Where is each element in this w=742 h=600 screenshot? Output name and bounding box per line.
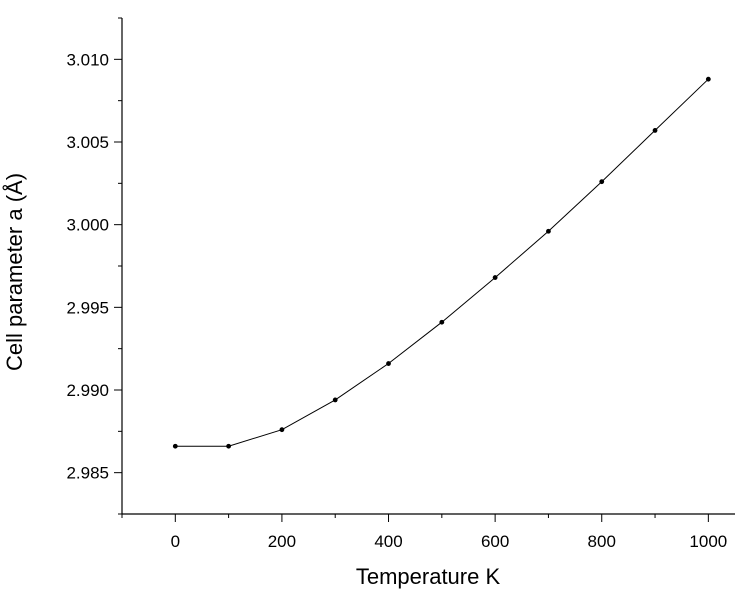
x-tick-label: 400 <box>374 532 402 551</box>
y-tick-label: 2.985 <box>66 464 109 483</box>
data-point <box>279 427 285 433</box>
data-point <box>492 275 498 280</box>
axes: 0 200 400 600 800 1000 2.985 2.990 2.995 3.000 3.0… <box>66 17 735 551</box>
data-point <box>386 361 391 366</box>
data-point <box>599 179 605 185</box>
y-axis-title: Cell parameter a (Å) <box>2 173 27 371</box>
data-point <box>439 319 445 325</box>
data-point <box>226 443 232 449</box>
y-tick-label: 2.990 <box>66 381 109 400</box>
x-tick-label: 1000 <box>689 532 727 551</box>
data-point <box>332 397 338 403</box>
y-tick-label: 2.995 <box>66 298 109 317</box>
data-point <box>705 76 711 82</box>
series-line <box>175 78 709 447</box>
x-axis-title: Temperature K <box>356 564 501 589</box>
x-tick-label: 200 <box>268 532 296 551</box>
data-point <box>652 128 658 133</box>
x-tick-label: 600 <box>481 532 509 551</box>
x-tick-label: 0 <box>171 532 180 551</box>
y-tick-label: 3.010 <box>66 50 109 69</box>
y-tick-label: 3.005 <box>66 133 109 152</box>
data-point <box>546 228 551 234</box>
series-layer <box>172 76 711 449</box>
data-point <box>172 443 178 449</box>
x-tick-label: 800 <box>588 532 616 551</box>
y-tick-label: 3.000 <box>66 216 109 235</box>
